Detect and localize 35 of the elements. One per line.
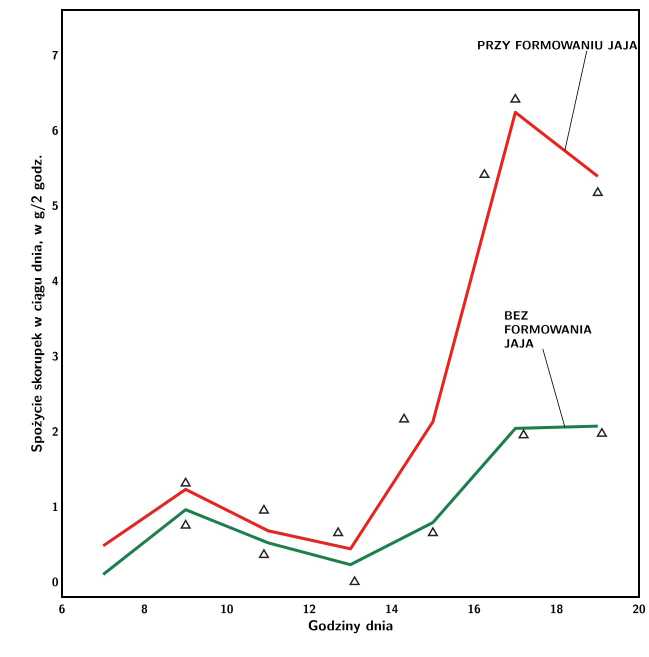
point: [258, 504, 270, 514]
point: [518, 429, 529, 438]
point: [479, 169, 490, 178]
x-tick-label: 14: [386, 604, 398, 614]
line-series: [102, 110, 600, 550]
point: [592, 187, 603, 196]
point: [333, 527, 344, 536]
y-tick-label: 7: [52, 50, 58, 60]
point: [399, 414, 410, 423]
y-tick-label: 5: [52, 201, 58, 210]
annotation: PRZY FORMOWANIU JAJA: [478, 40, 638, 50]
line-series: [102, 424, 600, 576]
x-tick-label: 6: [59, 604, 65, 614]
x-tick-label: 8: [142, 604, 148, 614]
x-tick-label: 12: [304, 604, 316, 614]
x-tick-label: 10: [221, 604, 233, 614]
x-tick-label: 18: [550, 604, 563, 614]
point: [180, 520, 191, 529]
y-tick-label: 4: [52, 276, 58, 286]
point: [510, 94, 520, 103]
y-tick-label: 1: [52, 502, 58, 511]
point: [428, 527, 438, 536]
point: [180, 478, 191, 487]
point: [596, 428, 608, 437]
x-tick-label: 20: [633, 604, 646, 614]
y-axis-title: Spożycie skorupek w ciągu dnia, w g/2 godz.: [30, 156, 46, 452]
x-tick-label: 16: [468, 604, 480, 614]
y-tick-label: 3: [52, 352, 58, 361]
x-axis-title: Godziny dnia: [308, 620, 392, 634]
y-tick-label: 0: [52, 578, 58, 586]
annotation: BEZ FORMOWANIA JAJA: [504, 311, 592, 348]
y-tick-label: 2: [52, 427, 58, 436]
y-tick-label: 6: [52, 126, 58, 135]
point: [350, 576, 360, 586]
point: [258, 549, 270, 558]
